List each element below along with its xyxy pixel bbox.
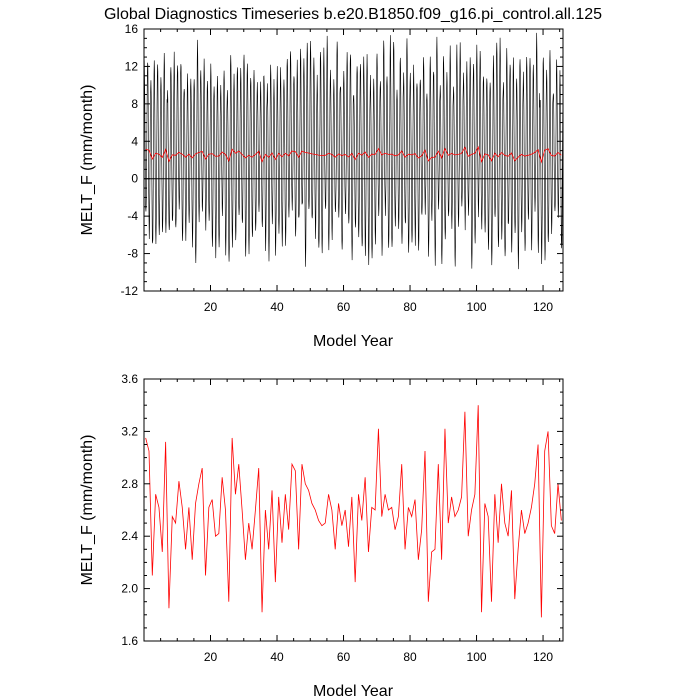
top-monthly-series-line (143, 32, 564, 270)
bottom-y-tick-label: 1.6 (121, 634, 138, 648)
top-annual-mean-line (145, 145, 562, 164)
top-y-tick-label: 16 (125, 22, 139, 36)
bottom-annual-series-line (145, 405, 562, 618)
top-y-tick-label: 4 (131, 134, 138, 148)
top-y-tick-label: 0 (131, 172, 138, 186)
top-x-tick-label: 60 (337, 300, 351, 314)
top-y-tick-label: -12 (121, 284, 139, 298)
bottom-y-tick-label: 2.0 (121, 582, 138, 596)
top-x-tick-label: 40 (270, 300, 284, 314)
top-x-axis-label: Model Year (313, 333, 394, 350)
top-y-axis-label: MELT_F (mm/month) (79, 85, 96, 236)
bottom-y-tick-label: 3.2 (121, 424, 138, 438)
bottom-x-tick-label: 120 (533, 650, 553, 664)
bottom-x-tick-label: 80 (403, 650, 417, 664)
bottom-y-tick-label: 2.4 (121, 529, 138, 543)
bottom-x-tick-label: 60 (337, 650, 351, 664)
top-y-tick-label: 8 (131, 97, 138, 111)
top-y-tick-label: -8 (127, 247, 138, 261)
bottom-panel: 20 40 60 80 100 120 1.6 2.0 2.4 2.8 3.2 3.6 Model Y… (79, 372, 564, 700)
bottom-y-tick-label: 3.6 (121, 372, 138, 386)
bottom-x-tick-label: 20 (204, 650, 218, 664)
bottom-y-axis-label: MELT_F (mm/month) (79, 435, 96, 586)
top-x-tick-label: 20 (204, 300, 218, 314)
bottom-x-tick-label: 40 (270, 650, 284, 664)
bottom-y-tick-label: 2.8 (121, 477, 138, 491)
top-x-tick-label: 80 (403, 300, 417, 314)
bottom-x-axis-label: Model Year (313, 683, 394, 700)
top-x-tick-label: 100 (467, 300, 487, 314)
top-y-tick-label: -4 (127, 209, 138, 223)
top-x-tick-label: 120 (533, 300, 553, 314)
page-title: Global Diagnostics Timeseries b.e20.B185… (104, 6, 602, 23)
bottom-x-tick-label: 100 (467, 650, 487, 664)
top-y-tick-label: 12 (125, 59, 139, 73)
